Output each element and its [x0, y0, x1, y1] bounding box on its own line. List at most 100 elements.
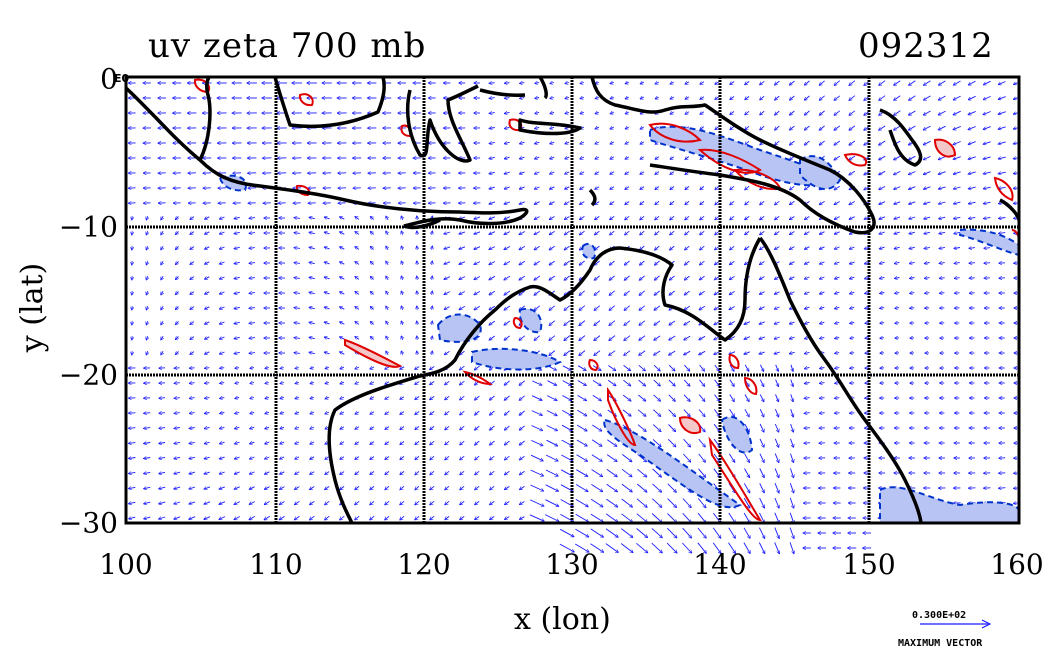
wind-vector: [460, 365, 465, 370]
wind-vector: [909, 217, 916, 219]
wind-vector: [129, 502, 136, 503]
wind-vector: [606, 483, 618, 491]
wind-vector: [235, 398, 240, 399]
reference-vector-arrow: [920, 619, 992, 629]
wind-vector: [759, 497, 765, 508]
wind-vector: [774, 438, 778, 447]
wind-vector: [606, 454, 617, 462]
wind-vector: [894, 155, 901, 160]
wind-vector: [474, 261, 481, 265]
wind-vector: [565, 157, 570, 159]
wind-vector: [386, 261, 388, 265]
wind-vector: [729, 394, 734, 402]
wind-vector: [355, 292, 360, 295]
wind-vector: [129, 443, 136, 444]
wind-vector: [983, 95, 991, 99]
wind-vector: [459, 306, 466, 309]
wind-vector: [668, 424, 676, 432]
wind-vector: [819, 413, 825, 414]
wind-vector: [205, 383, 210, 384]
wind-vector: [640, 172, 645, 175]
wind-vector: [235, 368, 240, 369]
wind-vector: [489, 128, 495, 129]
wind-vector: [220, 217, 225, 219]
wind-vector: [640, 260, 645, 265]
wind-vector: [699, 379, 704, 386]
wind-vector: [834, 216, 840, 220]
wind-vector: [850, 368, 855, 369]
wind-vector: [564, 305, 571, 311]
wind-vector: [789, 512, 794, 523]
wind-vector: [386, 336, 388, 340]
plot-frame: [124, 75, 1021, 525]
wind-vector: [983, 126, 991, 130]
wind-vector: [205, 398, 210, 399]
wind-vector: [490, 395, 495, 400]
wind-vector: [638, 364, 645, 370]
wind-vector: [161, 291, 163, 294]
wind-vector: [265, 486, 270, 490]
wind-vector: [759, 337, 765, 339]
wind-vector: [728, 527, 736, 538]
wind-vector: [560, 514, 573, 521]
wind-vector: [545, 499, 558, 507]
wind-vector: [430, 515, 435, 519]
wind-vector: [924, 202, 931, 204]
wind-vector: [775, 307, 780, 309]
wind-vector: [249, 233, 255, 234]
coastlines: [126, 77, 1019, 523]
wind-vector: [636, 483, 647, 492]
wind-vector: [999, 81, 1006, 85]
wind-vector: [430, 411, 435, 414]
wind-vector: [608, 365, 615, 371]
wind-vector: [561, 410, 572, 415]
wind-vector: [667, 498, 677, 508]
wind-vector: [189, 413, 195, 414]
wind-vector: [546, 395, 557, 401]
wind-vector: [683, 394, 690, 402]
wind-vector: [324, 352, 330, 354]
wind-vector: [685, 112, 690, 114]
wind-vector: [835, 292, 840, 294]
wind-vector: [924, 80, 931, 85]
wind-vector: [324, 247, 330, 249]
wind-vector: [295, 486, 300, 490]
wind-vector: [653, 409, 660, 417]
wind-vector: [940, 293, 945, 294]
wind-vector: [759, 438, 764, 447]
wind-vector: [592, 424, 601, 431]
wind-vector: [355, 262, 360, 265]
wind-vector: [549, 320, 556, 326]
wind-vector: [835, 368, 840, 369]
wind-vector: [430, 440, 435, 444]
wind-vector: [879, 201, 886, 205]
wind-vector: [430, 426, 435, 429]
wind-vector: [730, 200, 735, 204]
wind-vector: [534, 216, 540, 220]
wind-vector: [504, 395, 510, 400]
wind-vector: [531, 439, 542, 445]
wind-vector: [729, 409, 735, 416]
wind-vector: [715, 230, 720, 234]
wind-vector: [625, 230, 630, 235]
wind-vector: [775, 110, 780, 115]
wind-vector: [743, 542, 750, 554]
wind-vector: [534, 305, 541, 310]
wind-vector: [577, 380, 586, 386]
wind-vector: [459, 261, 466, 265]
wind-vector: [790, 379, 793, 387]
wind-vector: [805, 140, 810, 145]
wind-vector: [204, 472, 210, 474]
wind-vector: [265, 442, 270, 444]
x-axis-label: x (lon): [514, 602, 611, 637]
wind-vector: [667, 483, 676, 492]
wind-vector: [159, 457, 166, 458]
wind-vector: [712, 542, 721, 554]
wind-vector: [504, 157, 510, 159]
wind-vector: [520, 98, 525, 99]
wind-vector: [220, 427, 225, 428]
wind-vector: [295, 382, 299, 383]
wind-vector: [234, 232, 240, 233]
wind-vector: [550, 216, 555, 220]
wind-vector: [190, 232, 195, 235]
